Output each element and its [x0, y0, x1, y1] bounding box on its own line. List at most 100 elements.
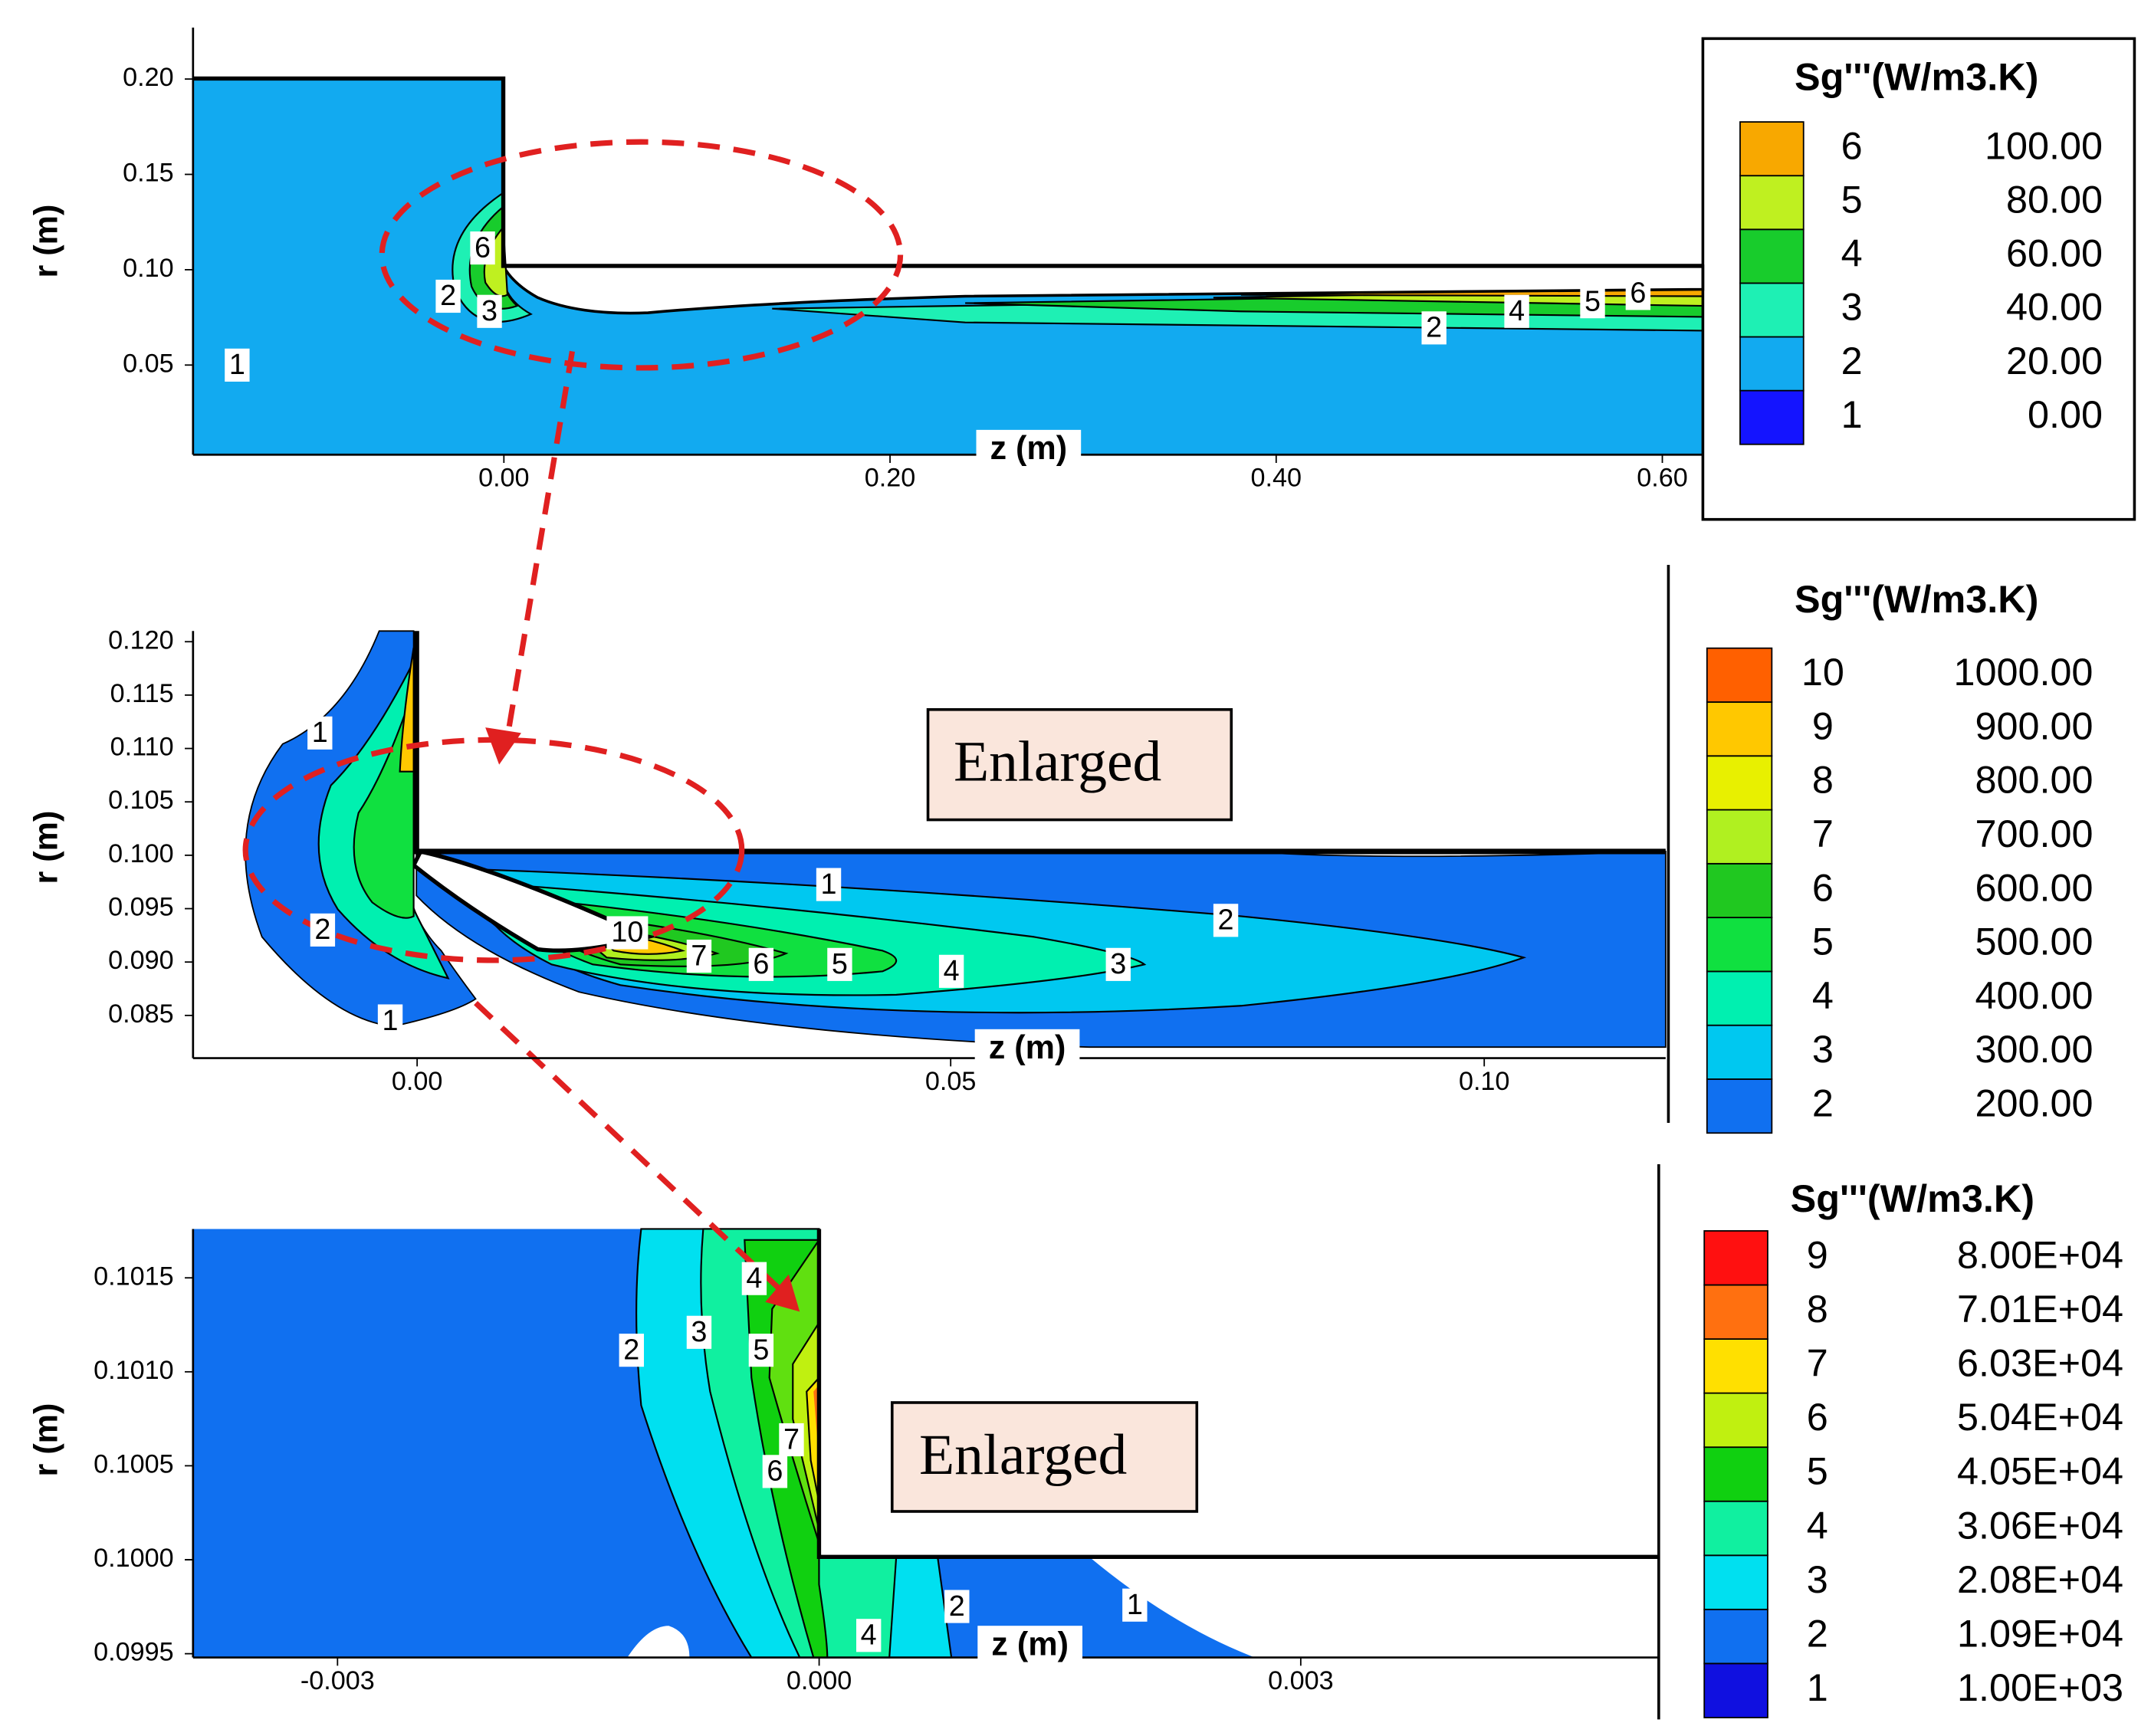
y-tick-label: 0.1005	[94, 1449, 174, 1478]
y-tick-label: 0.120	[108, 625, 174, 655]
label-box	[1213, 904, 1239, 937]
y-tick-label: 0.1010	[94, 1356, 174, 1385]
legend-swatch	[1706, 1078, 1773, 1134]
legend-level: 2	[1812, 1081, 1834, 1124]
legend-swatch	[1703, 1608, 1768, 1665]
legend-swatch	[1739, 175, 1805, 231]
contour-label: 1	[383, 1005, 399, 1037]
legend-swatch	[1703, 1338, 1768, 1394]
legend-level: 8	[1807, 1287, 1828, 1331]
legend-value: 300.00	[1975, 1027, 2093, 1071]
x-axis-label: z (m)	[990, 430, 1068, 467]
legend-level: 6	[1812, 865, 1834, 909]
legend-level: 9	[1807, 1233, 1828, 1277]
legend-value: 4.05E+04	[1957, 1449, 2123, 1493]
contour-label: 2	[1426, 312, 1442, 344]
label-box	[686, 939, 712, 973]
legend-swatch	[1706, 862, 1773, 919]
label-box	[225, 348, 250, 382]
label-box	[748, 1334, 774, 1367]
legend-title: Sg'''(W/m3.K)	[1791, 1176, 2034, 1220]
legend-swatch	[1706, 1024, 1773, 1080]
x-tick-label: 0.00	[478, 464, 530, 493]
legend-value: 600.00	[1975, 865, 2093, 909]
label-box	[470, 231, 495, 265]
label-box	[816, 868, 842, 901]
y-tick-label: 0.05	[123, 349, 174, 378]
label-box	[762, 1455, 788, 1488]
legend-level: 6	[1841, 123, 1863, 167]
x-tick-label: 0.10	[1459, 1067, 1510, 1096]
label-box	[307, 716, 333, 750]
legend-level: 10	[1801, 650, 1844, 694]
x-tick-label: 0.000	[787, 1666, 852, 1695]
label-box	[1421, 311, 1447, 345]
legend-value: 900.00	[1975, 704, 2093, 747]
contour-label: 2	[949, 1590, 965, 1623]
legend-level: 5	[1812, 920, 1834, 963]
label-box	[1504, 294, 1529, 328]
contour-label: 2	[440, 280, 456, 312]
legend-swatch	[1703, 1662, 1768, 1718]
legend-value: 1.00E+03	[1957, 1665, 2123, 1709]
label-box	[1625, 277, 1651, 310]
legend-swatch	[1739, 282, 1805, 338]
contour-label: 2	[1218, 904, 1234, 937]
legend-value: 0.00	[2028, 392, 2103, 436]
annotation-box	[926, 707, 1233, 822]
legend-value: 7.01E+04	[1957, 1287, 2123, 1331]
legend-swatch	[1739, 336, 1805, 392]
legend-value: 1000.00	[1953, 650, 2093, 694]
contour-label: 4	[746, 1262, 762, 1295]
legend-value: 200.00	[1975, 1081, 2093, 1124]
contour-label: 5	[832, 948, 848, 980]
label-box	[1122, 1588, 1148, 1622]
contour-label: 3	[691, 1316, 707, 1348]
legend-swatch	[1706, 647, 1773, 703]
legend-swatch	[1703, 1446, 1768, 1502]
label-box	[606, 916, 649, 950]
legend-level: 7	[1807, 1341, 1828, 1385]
contour-label: 7	[783, 1423, 800, 1455]
legend-value: 80.00	[2006, 178, 2103, 222]
x-axis-label: z (m)	[989, 1029, 1066, 1066]
y-axis-label: r (m)	[28, 811, 64, 884]
legend-swatch	[1703, 1554, 1768, 1610]
x-axis-label: z (m)	[991, 1626, 1069, 1663]
legend-swatch	[1706, 970, 1773, 1026]
label-box	[827, 947, 852, 981]
legend-value: 60.00	[2006, 231, 2103, 275]
y-tick-label: 0.1000	[94, 1544, 174, 1573]
arrow-head	[485, 727, 800, 1312]
label-box	[974, 1029, 1080, 1071]
legend-swatch	[1703, 1230, 1768, 1286]
legend-title: Sg'''(W/m3.K)	[1795, 577, 2038, 621]
legend-value: 6.03E+04	[1957, 1341, 2123, 1385]
legend-value: 500.00	[1975, 920, 2093, 963]
legend-level: 9	[1812, 704, 1834, 747]
legend-value: 20.00	[2006, 339, 2103, 382]
contour-label: 1	[821, 868, 837, 901]
annotation: Enlarged	[954, 730, 1161, 794]
legend-level: 2	[1807, 1611, 1828, 1655]
y-tick-label: 0.0995	[94, 1638, 174, 1667]
legend-level: 7	[1812, 812, 1834, 855]
x-tick-label: 0.60	[1637, 464, 1688, 493]
legend-swatch	[1703, 1500, 1768, 1557]
legend-value: 700.00	[1975, 812, 2093, 855]
contour-label: 5	[1585, 285, 1601, 317]
contour-label: 4	[944, 955, 960, 987]
label-box	[619, 1334, 645, 1367]
contour-label: 6	[767, 1455, 783, 1488]
legend-level: 5	[1807, 1449, 1828, 1493]
legend-swatch	[1703, 1284, 1768, 1340]
legend-value: 40.00	[2006, 285, 2103, 329]
label-box	[938, 954, 964, 988]
x-tick-label: 0.20	[865, 464, 916, 493]
contour-label: 7	[691, 940, 707, 972]
legend-swatch	[1706, 755, 1773, 811]
label-box	[435, 279, 461, 313]
contour-label: 4	[1509, 295, 1525, 327]
contour-field	[192, 37, 2136, 521]
